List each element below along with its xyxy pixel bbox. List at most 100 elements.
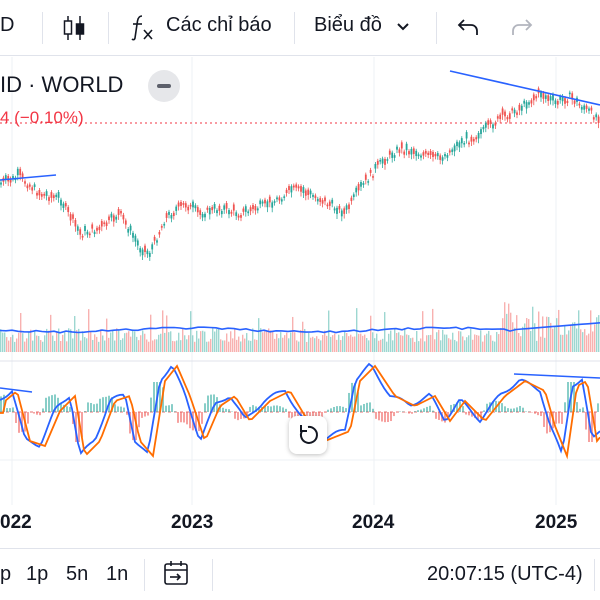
volume-bar [142, 330, 144, 352]
volume-bar [524, 323, 526, 352]
histogram-bar [579, 408, 581, 412]
volume-bar [416, 330, 418, 352]
histogram-bar [246, 412, 248, 416]
redo-icon[interactable] [510, 16, 534, 38]
volume-bar [186, 339, 188, 352]
candle [122, 214, 125, 220]
interval-button[interactable]: p [0, 563, 12, 585]
volume-bar [172, 340, 174, 352]
histogram-bar [321, 412, 323, 419]
x-axis-label: 2023 [171, 512, 214, 533]
volume-bar [434, 339, 436, 352]
candle [182, 203, 185, 205]
candle [139, 248, 142, 253]
undo-icon[interactable] [456, 16, 480, 38]
volume-bar [260, 328, 262, 352]
trendline[interactable] [449, 70, 600, 106]
collapse-legend-button[interactable] [148, 70, 180, 102]
volume-bar [420, 338, 422, 352]
histogram-bar [546, 412, 548, 434]
price-chart[interactable] [0, 57, 600, 547]
chevron-down-icon[interactable] [396, 22, 410, 32]
volume-bar [292, 316, 294, 352]
candle [295, 184, 298, 188]
candle [470, 136, 473, 142]
candle [561, 96, 564, 102]
volume-bar [272, 331, 274, 352]
volume-bar [556, 318, 558, 352]
candle [369, 169, 372, 173]
reset-chart-button[interactable] [289, 416, 327, 454]
clock-timezone[interactable]: 20:07:15 (UTC-4) [427, 563, 583, 585]
interval-button[interactable]: 1p [26, 563, 49, 585]
candle [542, 93, 545, 99]
histogram-bar [90, 402, 92, 412]
trendline[interactable] [513, 373, 600, 379]
volume-bar [540, 336, 542, 352]
candle [494, 122, 497, 126]
candle [597, 116, 600, 123]
histogram-bar [63, 404, 65, 412]
histogram-bar [435, 412, 437, 419]
volume-bar [428, 335, 430, 352]
trendline[interactable] [0, 387, 33, 393]
volume-bar [120, 339, 122, 352]
candle [511, 108, 514, 111]
chart-type-button[interactable]: Biểu đồ [314, 14, 382, 36]
trendline[interactable] [0, 174, 57, 181]
candle [336, 207, 338, 214]
volume-bar [262, 332, 264, 352]
candle [192, 201, 194, 208]
goto-date-icon[interactable] [162, 559, 192, 589]
symbol-button[interactable]: D [0, 14, 15, 36]
histogram-bar [39, 412, 41, 416]
volume-bar [436, 332, 438, 352]
bottom-toolbar: p 1p 5n 1n 20:07:15 (UTC-4) [0, 548, 600, 600]
volume-bar [96, 336, 98, 352]
volume-bar [474, 334, 476, 352]
volume-bar [500, 328, 502, 352]
volume-bar [338, 334, 340, 352]
volume-bar [518, 333, 520, 352]
histogram-bar [567, 382, 569, 412]
histogram-bar [138, 412, 140, 428]
histogram-bar [33, 412, 35, 414]
candle [105, 222, 108, 227]
volume-bar [554, 326, 556, 352]
volume-bar [382, 338, 384, 352]
volume-bar [136, 336, 138, 352]
histogram-bar [315, 412, 317, 419]
interval-button[interactable]: 5n [66, 563, 89, 585]
histogram-bar [423, 408, 425, 412]
volume-bar [218, 328, 220, 352]
candle [352, 194, 355, 198]
histogram-bar [114, 404, 116, 412]
candle [468, 142, 470, 145]
candle [254, 205, 257, 211]
volume-bar [132, 329, 134, 352]
interval-button[interactable]: 1n [106, 563, 129, 585]
volume-bar [170, 331, 172, 352]
histogram-bar [384, 412, 386, 423]
fx-icon[interactable] [130, 12, 156, 42]
volume-bar [236, 339, 238, 352]
volume-bar [300, 329, 302, 352]
candle [249, 207, 252, 212]
candle [264, 199, 266, 204]
candle [446, 154, 449, 158]
candles-icon[interactable] [62, 14, 86, 42]
histogram-bar [168, 405, 170, 412]
histogram-bar [120, 406, 122, 412]
histogram-bar [411, 412, 413, 414]
indicators-button[interactable]: Các chỉ báo [166, 14, 272, 36]
histogram-bar [327, 409, 329, 412]
candle [129, 225, 132, 231]
volume-bar [468, 335, 470, 352]
volume-bar [516, 315, 518, 352]
candle [523, 100, 526, 104]
volume-bar [118, 330, 120, 352]
histogram-bar [15, 412, 17, 423]
volume-bar [112, 330, 114, 352]
volume-bar [92, 339, 94, 352]
volume-bar [348, 336, 350, 352]
